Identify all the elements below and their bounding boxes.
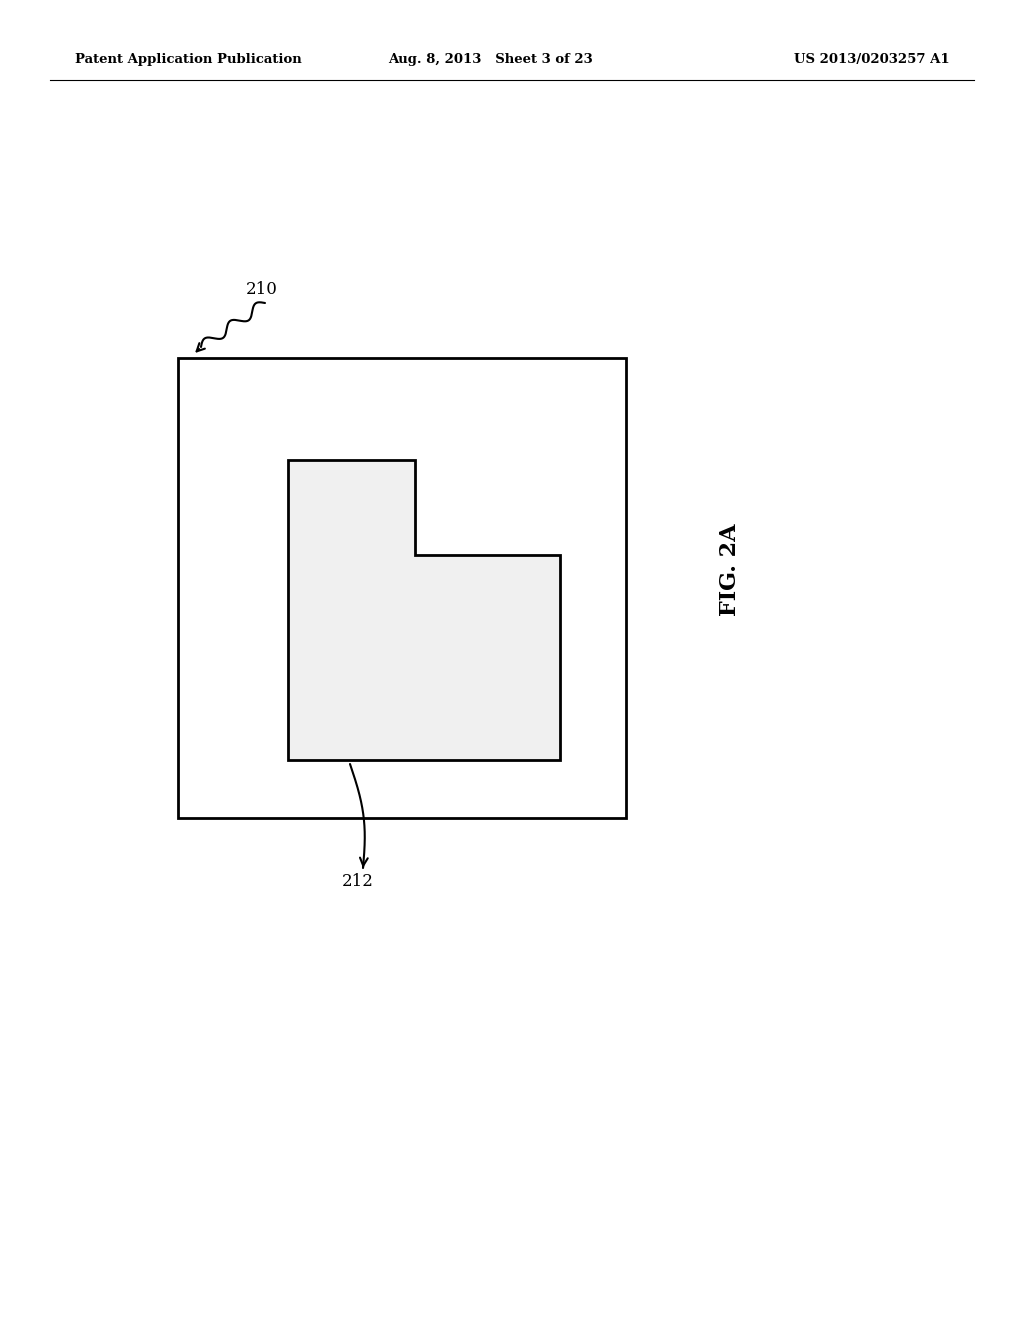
Text: US 2013/0203257 A1: US 2013/0203257 A1: [795, 54, 950, 66]
Text: FIG. 2A: FIG. 2A: [719, 524, 741, 616]
Text: Aug. 8, 2013   Sheet 3 of 23: Aug. 8, 2013 Sheet 3 of 23: [388, 54, 592, 66]
Text: 210: 210: [246, 281, 278, 298]
Polygon shape: [288, 459, 560, 760]
Bar: [178, 358, 626, 818]
Text: Patent Application Publication: Patent Application Publication: [75, 54, 302, 66]
Text: 212: 212: [342, 873, 374, 890]
